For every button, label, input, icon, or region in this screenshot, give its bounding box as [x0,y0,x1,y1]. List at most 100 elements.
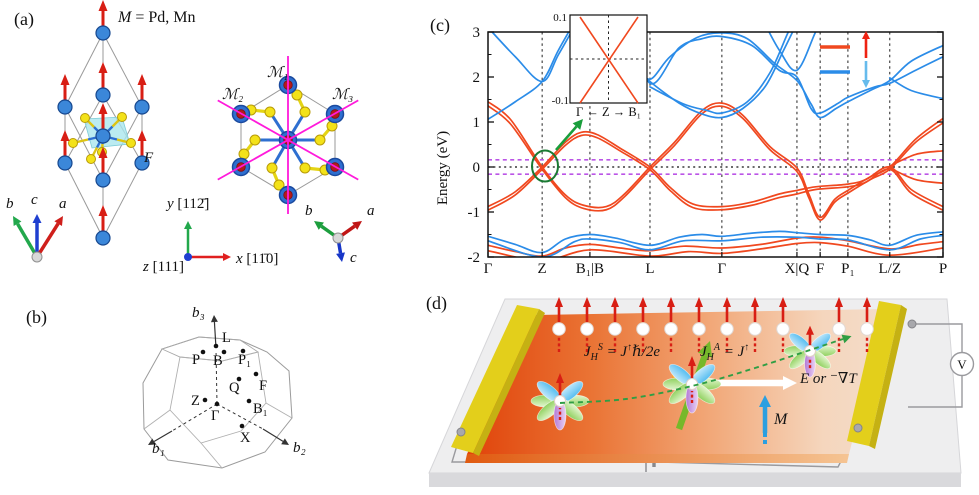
bz-front-face [169,351,267,444]
energy-axis-label: Energy (eV) [435,131,451,205]
moment-arrow-head [98,103,108,114]
inset-ymin: -0.1 [552,95,569,107]
crystal-axes-right: b a c [305,203,375,266]
left-electrode-side [473,309,545,456]
surface-spins [552,297,874,352]
metal-atom [95,172,111,188]
band-up-0 [488,100,943,219]
field-or-gradient-label: E or ⁻∇T [800,371,857,387]
fluorine-atom [273,179,285,191]
axis-label-y: y [112̄] [165,196,209,212]
dirac-point-circle [531,149,559,183]
kpoint-label-B₁: B₁ [253,401,268,417]
fluorine-atom [80,113,90,123]
cell-edge [102,162,143,239]
kpoint-F [253,371,259,377]
moment-arrow-head [60,74,70,85]
moment-arrow-head [137,130,147,141]
moment-arrow-head [98,0,108,11]
contact-dot [907,319,917,329]
drive-field-arrow-head [783,376,797,390]
xtick-label-P₁: P₁ [841,261,855,277]
spin-head [863,297,871,307]
band-down-13 [649,32,790,115]
spin-site [664,322,678,336]
xtick-label-Γ: Γ [718,261,727,277]
bands [488,32,943,257]
spin-legend [820,31,870,88]
cell-edge [102,32,143,108]
axis-label-c: c [31,192,38,208]
band-up-5 [888,167,943,185]
band-down-14 [768,32,817,72]
mirror-label: ℳ₁ [267,65,288,81]
band-down-10 [627,32,943,119]
xtick-label-Z: Z [538,261,547,277]
mirror-label: ℳ₂ [222,87,243,103]
hex-projection [217,56,359,214]
fluorine-atom [126,138,136,148]
spin-site [748,322,762,336]
kpoint-B₁ [246,398,252,404]
b2-axis [262,428,284,442]
axis-label-c: c [350,250,357,266]
kpoint-label-Q: Q [229,380,240,396]
axis-b-head [13,216,22,227]
fluorine-atom [299,106,311,118]
axis-label-a: a [367,203,375,219]
spin-head [555,297,563,307]
spin-site [720,322,734,336]
metal-atom [134,155,150,171]
kpoint-label-X: X [240,430,251,446]
base-front [429,473,961,487]
inset-ymax: 0.1 [553,12,567,24]
band-up-1 [488,104,943,221]
fluorine-atom [299,162,311,174]
mirror-line-3 [217,99,359,181]
fluorine-atom [266,162,278,174]
band-down-16 [488,230,943,254]
band-up-3 [488,134,943,212]
spin-hall-current-label: JHS = J↑ℏ/2e [583,342,661,363]
band-down-8 [490,32,573,83]
kpoint-B [221,349,227,355]
xtick-label-Γ: Γ [484,261,493,277]
fluorine-atom [314,134,326,146]
triad-origin [31,251,43,263]
right-electrode [847,301,901,446]
spin-site [860,322,874,336]
axis-z-dot [184,253,192,261]
voltmeter-label: V [957,357,967,372]
xtick-label-P: P [939,261,947,277]
trajectory-arrowhead [841,334,852,344]
metal-atom [134,99,150,115]
xtick-label-L: L [645,261,654,277]
cell-edge [64,94,104,164]
kpoint-label-P₁: P₁ [238,352,251,368]
spin-head [835,297,843,307]
band-down-17 [488,234,943,257]
axis-a-head [54,216,63,227]
spin-site [832,322,846,336]
ion-spin-head [556,373,564,383]
xtick-label-X|Q: X|Q [785,261,810,277]
kpoint-Γ [214,401,220,407]
bz-edge [200,442,223,469]
fluorine-atom [264,106,276,118]
inset-band-1 [579,16,639,104]
axis-a-head [352,221,362,230]
spin-site [692,322,706,336]
electron-trajectory [559,338,844,404]
formula-symbol: M [118,9,132,26]
moment-arrow-head [98,62,108,73]
ytick-label: -2 [468,250,481,266]
metal-atom [95,87,111,103]
magnet-slab-front [465,454,849,463]
axis-label-z: z [111] [142,259,184,275]
kpoint-L [213,343,219,349]
hall-current-arrow-head [697,341,713,358]
cell-edge [64,32,104,108]
band-down-9 [488,32,570,121]
recip-axis-label: b₂ [293,440,306,456]
